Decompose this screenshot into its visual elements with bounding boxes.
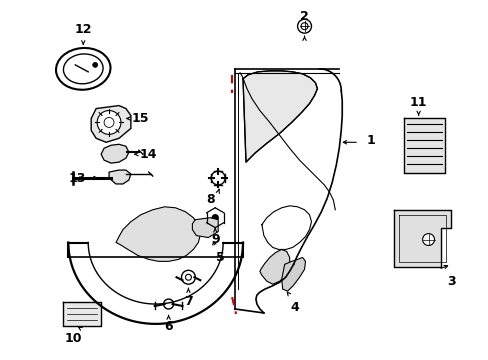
Polygon shape bbox=[192, 218, 218, 238]
Text: 12: 12 bbox=[74, 23, 92, 36]
Text: 13: 13 bbox=[68, 171, 86, 185]
Circle shape bbox=[185, 274, 191, 280]
Polygon shape bbox=[243, 71, 317, 162]
Polygon shape bbox=[393, 210, 450, 267]
Text: 7: 7 bbox=[183, 294, 192, 307]
Polygon shape bbox=[101, 144, 129, 163]
Text: 9: 9 bbox=[210, 233, 219, 246]
Text: 3: 3 bbox=[446, 275, 455, 288]
Text: 4: 4 bbox=[290, 301, 298, 314]
Text: 14: 14 bbox=[140, 148, 157, 161]
Polygon shape bbox=[109, 170, 131, 184]
Circle shape bbox=[301, 23, 307, 30]
Polygon shape bbox=[259, 249, 289, 284]
Text: 10: 10 bbox=[64, 332, 82, 345]
Text: 5: 5 bbox=[215, 251, 224, 264]
Polygon shape bbox=[91, 105, 131, 142]
Ellipse shape bbox=[63, 54, 103, 84]
Polygon shape bbox=[63, 302, 101, 326]
Circle shape bbox=[163, 299, 173, 309]
Circle shape bbox=[422, 234, 434, 246]
Polygon shape bbox=[281, 257, 305, 291]
Text: 1: 1 bbox=[366, 134, 375, 147]
Text: 8: 8 bbox=[205, 193, 214, 206]
Text: 6: 6 bbox=[164, 320, 173, 333]
Circle shape bbox=[181, 270, 195, 284]
Text: 11: 11 bbox=[409, 96, 427, 109]
Circle shape bbox=[297, 19, 311, 33]
Polygon shape bbox=[403, 118, 445, 173]
Circle shape bbox=[93, 62, 98, 67]
Circle shape bbox=[104, 117, 114, 127]
Text: 15: 15 bbox=[132, 112, 149, 125]
Ellipse shape bbox=[56, 48, 110, 90]
Polygon shape bbox=[116, 207, 200, 261]
Text: 2: 2 bbox=[300, 10, 308, 23]
Circle shape bbox=[211, 171, 224, 185]
Circle shape bbox=[97, 111, 121, 134]
Circle shape bbox=[212, 215, 218, 221]
